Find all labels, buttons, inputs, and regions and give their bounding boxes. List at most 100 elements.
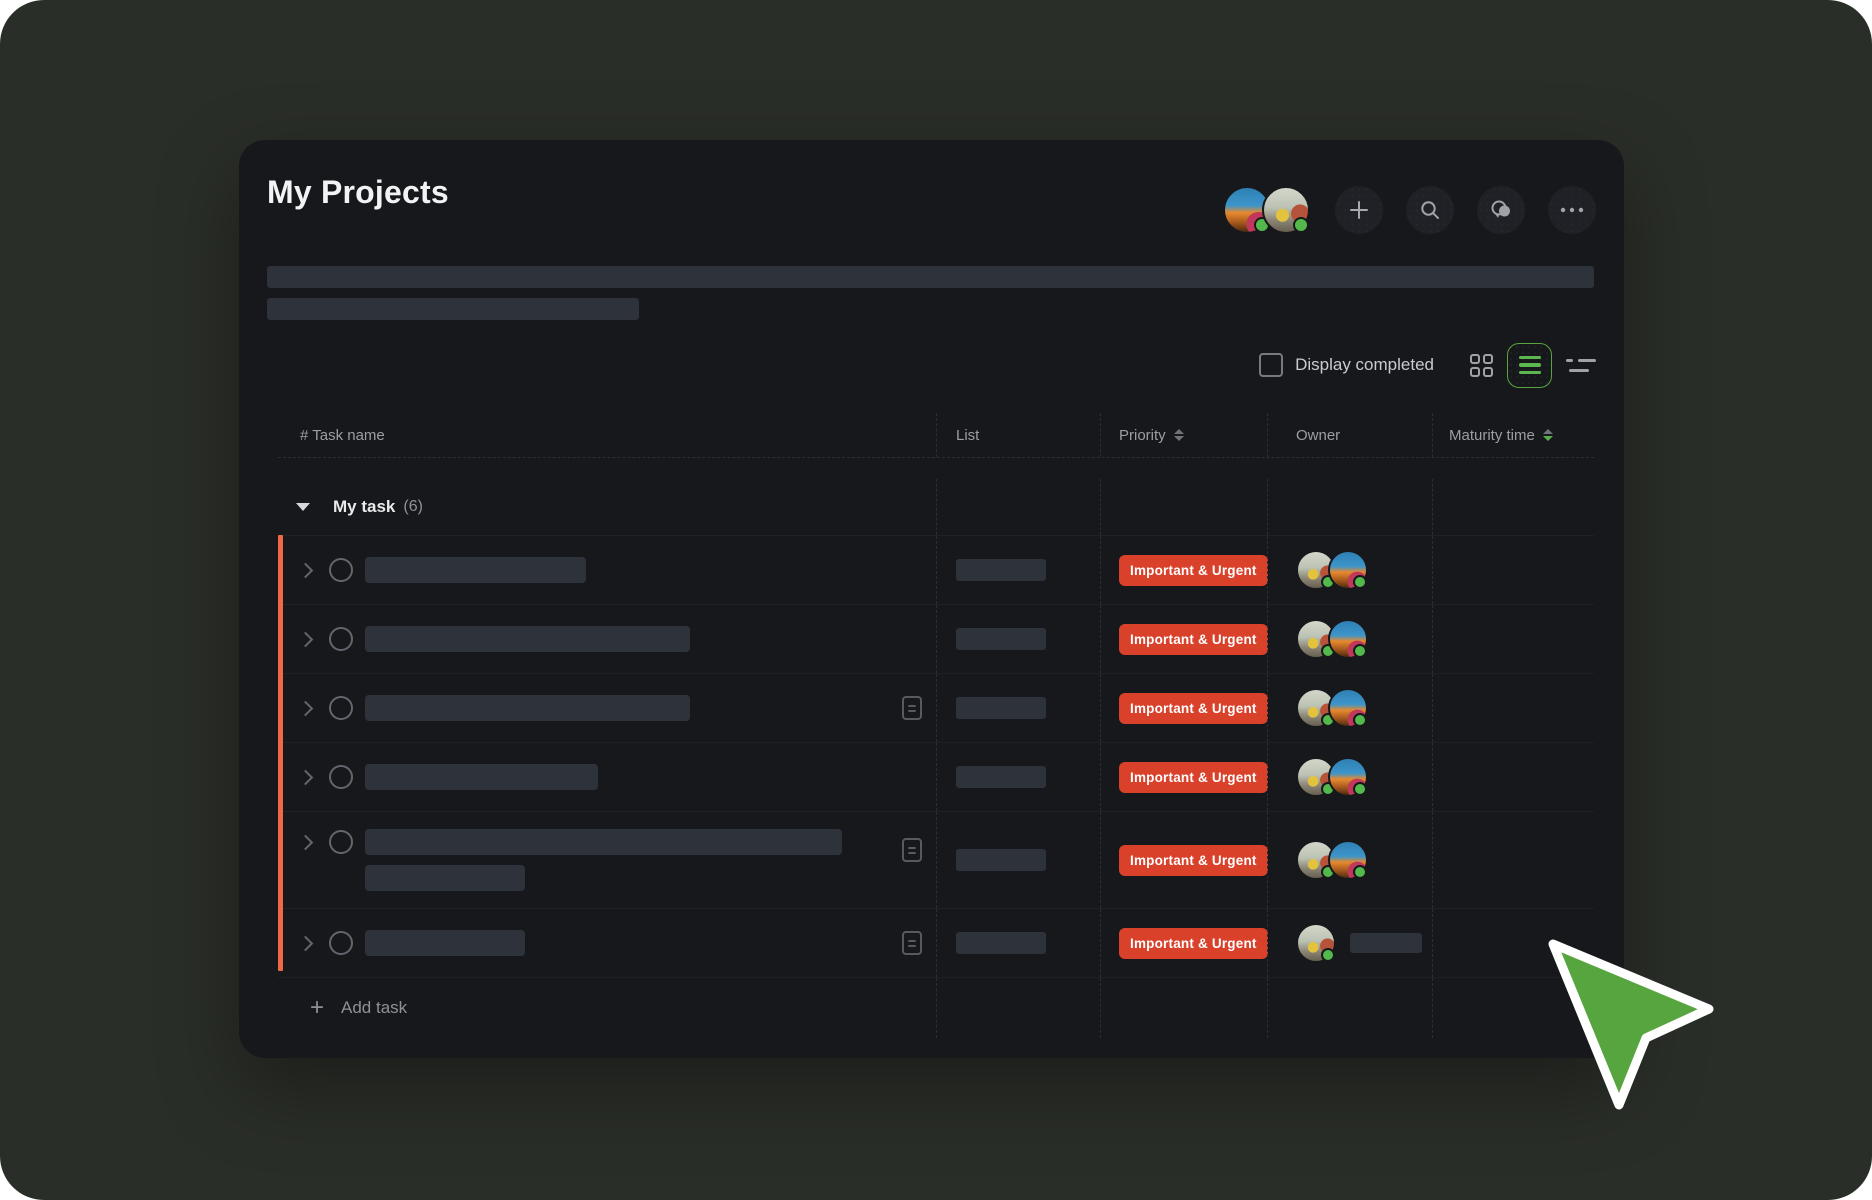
tune-view-icon[interactable] [1566, 358, 1596, 372]
owner-avatars [1296, 619, 1368, 659]
expand-chevron-icon[interactable] [297, 935, 314, 951]
add-button[interactable] [1335, 186, 1383, 234]
list-placeholder [956, 766, 1046, 788]
description-placeholder-line-2 [267, 298, 639, 320]
task-row[interactable]: Important & Urgent [278, 742, 1594, 811]
list-placeholder [956, 849, 1046, 871]
avatar-anime [1328, 840, 1368, 880]
group-color-strip [278, 535, 283, 971]
header-actions [1223, 186, 1596, 234]
maturity-time-cell-empty [1432, 812, 1594, 908]
task-name-placeholder [365, 764, 598, 790]
chat-bubble-icon [1491, 200, 1510, 218]
task-complete-circle[interactable] [329, 558, 353, 582]
notes-icon [902, 931, 922, 955]
table-header: # Task name List Priority Owner Maturity… [278, 413, 1594, 458]
add-task-row[interactable]: + Add task [278, 977, 1594, 1038]
task-complete-circle[interactable] [329, 696, 353, 720]
sort-icon-active-desc[interactable] [1542, 429, 1553, 441]
task-row[interactable]: Important & Urgent [278, 811, 1594, 908]
task-name-placeholder [365, 626, 690, 652]
add-task-label: Add task [341, 998, 408, 1017]
expand-chevron-icon[interactable] [297, 769, 314, 785]
owner-avatars [1296, 757, 1368, 797]
online-dot [1293, 217, 1309, 233]
search-button[interactable] [1406, 186, 1454, 234]
priority-badge[interactable]: Important & Urgent [1119, 692, 1268, 724]
grid-view-icon[interactable] [1470, 353, 1493, 377]
priority-badge[interactable]: Important & Urgent [1119, 761, 1268, 793]
owner-avatars [1296, 550, 1368, 590]
column-list: List [936, 413, 1100, 457]
priority-badge[interactable]: Important & Urgent [1119, 554, 1268, 586]
collapse-triangle-icon[interactable] [296, 503, 310, 511]
more-button[interactable] [1548, 186, 1596, 234]
description-placeholder-line-1 [267, 266, 1594, 288]
maturity-time-cell-empty [1432, 674, 1594, 742]
list-placeholder [956, 559, 1046, 581]
online-dot [1353, 644, 1367, 658]
plus-icon: + [310, 994, 325, 1021]
task-name-placeholder [365, 829, 842, 855]
list-placeholder [956, 628, 1046, 650]
list-controls: Display completed [1259, 342, 1596, 388]
avatar-anime [1328, 550, 1368, 590]
notes-icon [902, 838, 922, 862]
maturity-time-cell-empty [1432, 743, 1594, 811]
task-complete-circle[interactable] [329, 627, 353, 651]
column-priority[interactable]: Priority [1100, 413, 1267, 457]
maturity-time-cell-empty [1432, 536, 1594, 604]
column-maturity-time[interactable]: Maturity time [1432, 413, 1594, 457]
task-table: # Task name List Priority Owner Maturity… [278, 413, 1594, 1038]
expand-chevron-icon[interactable] [297, 562, 314, 578]
notes-icon [902, 696, 922, 720]
column-task-name: # Task name [300, 426, 385, 444]
avatar-baby [1296, 619, 1336, 659]
task-complete-circle[interactable] [329, 931, 353, 955]
plus-icon [1350, 201, 1368, 219]
priority-badge[interactable]: Important & Urgent [1119, 623, 1268, 655]
group-row-my-task[interactable]: My task (6) [278, 479, 1594, 535]
group-count: (6) [403, 498, 423, 515]
task-row[interactable]: Important & Urgent [278, 673, 1594, 742]
owner-avatars [1296, 923, 1422, 963]
chat-button[interactable] [1477, 186, 1525, 234]
search-icon [1421, 201, 1439, 219]
owner-avatars [1296, 840, 1368, 880]
task-complete-circle[interactable] [329, 830, 353, 854]
avatar-baby[interactable] [1262, 186, 1310, 234]
expand-chevron-icon[interactable] [297, 631, 314, 647]
task-complete-circle[interactable] [329, 765, 353, 789]
member-avatars[interactable] [1223, 186, 1310, 234]
avatar-anime [1328, 688, 1368, 728]
maturity-time-cell-empty [1432, 605, 1594, 673]
online-dot [1353, 713, 1367, 727]
group-cell: My task (6) [278, 479, 936, 535]
display-completed-checkbox[interactable] [1259, 353, 1284, 377]
owner-name-placeholder [1350, 933, 1422, 953]
expand-chevron-icon[interactable] [297, 834, 314, 850]
owner-avatars [1296, 688, 1368, 728]
task-row[interactable]: Important & Urgent [278, 604, 1594, 673]
expand-chevron-icon[interactable] [297, 700, 314, 716]
view-toggles [1470, 342, 1596, 388]
avatar-baby [1296, 757, 1336, 797]
task-name-placeholder [365, 557, 586, 583]
task-row[interactable]: Important & Urgent [278, 535, 1594, 604]
task-name-placeholder-line2 [365, 865, 525, 891]
online-dot [1353, 575, 1367, 589]
task-row[interactable]: Important & Urgent [278, 908, 1594, 977]
priority-badge[interactable]: Important & Urgent [1119, 844, 1268, 876]
ellipsis-icon [1560, 207, 1584, 213]
online-dot [1353, 782, 1367, 796]
my-projects-card: My Projects [239, 140, 1624, 1058]
priority-badge[interactable]: Important & Urgent [1119, 927, 1268, 959]
page-title: My Projects [267, 174, 449, 210]
list-view-button-active[interactable] [1507, 342, 1552, 388]
list-placeholder [956, 697, 1046, 719]
column-owner: Owner [1267, 413, 1432, 457]
online-dot [1321, 948, 1335, 962]
sort-icon[interactable] [1173, 429, 1184, 441]
display-completed-label: Display completed [1295, 355, 1434, 374]
